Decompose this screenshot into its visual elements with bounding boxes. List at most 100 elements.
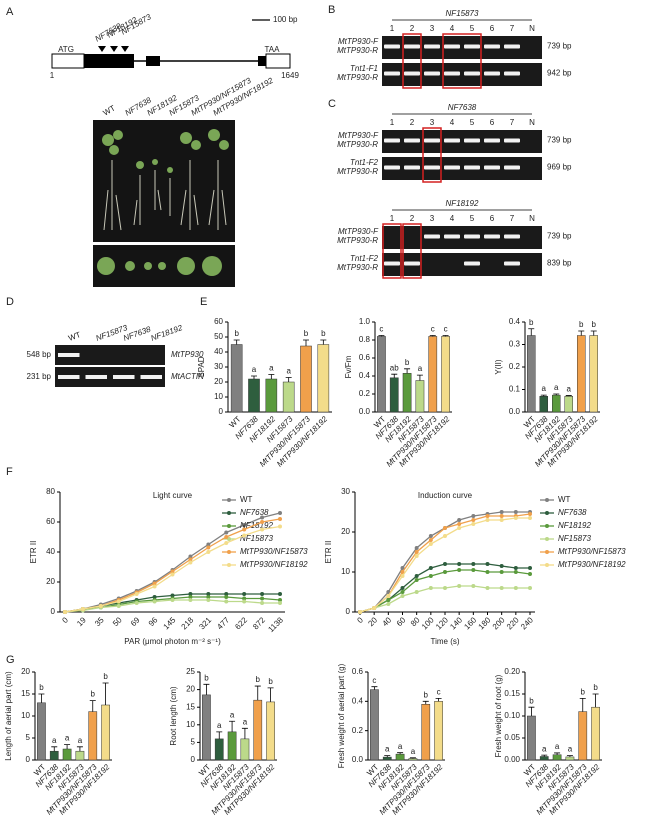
data-point (457, 526, 462, 530)
y-tick-label: 25 (186, 667, 195, 676)
y-tick-label: 15 (21, 689, 30, 698)
significance-letter: b (593, 683, 598, 692)
y-tick-label: 0.6 (352, 667, 364, 676)
lane-label: 1 (390, 118, 395, 127)
gel-image (382, 63, 542, 86)
significance-letter: a (243, 717, 248, 726)
bar (370, 689, 379, 761)
data-point (134, 592, 139, 596)
lane-label: 3 (430, 24, 435, 33)
data-point (260, 520, 265, 524)
error-bar (442, 335, 449, 337)
y-tick-label: 80 (46, 487, 55, 496)
gel-band (484, 44, 500, 49)
data-point (278, 517, 282, 521)
primer-label: MtTP930-R (337, 46, 378, 55)
legend-label: NF15873 (558, 534, 591, 543)
significance-letter: a (411, 747, 416, 756)
data-point (471, 514, 476, 518)
data-point (513, 586, 518, 590)
y-tick-label: 1.0 (359, 317, 371, 326)
significance-letter: a (286, 367, 291, 376)
legend-marker (227, 537, 231, 541)
y-tick-label: 0.15 (504, 689, 520, 698)
significance-letter: a (555, 742, 560, 751)
lane-label: 1 (390, 24, 395, 33)
data-point (170, 572, 175, 577)
y-tick-label: 30 (214, 362, 223, 371)
x-tick-label: 872 (251, 615, 267, 631)
data-point (485, 570, 490, 574)
gel-band (464, 138, 480, 143)
significance-letter: a (78, 736, 83, 745)
data-point (188, 557, 193, 562)
data-point (400, 570, 405, 574)
data-point (485, 514, 490, 518)
y-tick-label: 0.8 (359, 335, 371, 344)
gel-band (140, 375, 162, 379)
lane-label: N (529, 214, 535, 223)
y-tick-label: 60 (214, 317, 223, 326)
data-point (170, 598, 175, 602)
data-point (457, 562, 462, 566)
significance-letter: b (424, 690, 429, 699)
lane-label: 5 (470, 24, 475, 33)
y-tick-label: 0.4 (352, 696, 364, 705)
data-point (513, 566, 518, 570)
gel-band (504, 234, 520, 239)
error-bar (416, 374, 423, 381)
gel-band (444, 71, 460, 76)
coordinate-label: 1 (50, 71, 55, 80)
legend-marker (545, 563, 549, 567)
data-point (414, 554, 419, 558)
bar (282, 381, 295, 413)
error-bar (397, 752, 404, 755)
bar (265, 378, 278, 413)
data-point (513, 510, 518, 514)
legend-marker (545, 537, 549, 541)
bar (253, 699, 263, 761)
data-point (471, 522, 476, 526)
band-size: 969 bp (547, 163, 572, 172)
y-tick-label: 20 (21, 667, 30, 676)
primer-label: MtTP930-F (338, 37, 379, 46)
legend-label: NF18192 (558, 521, 591, 530)
significance-letter: b (39, 683, 44, 692)
data-point (499, 564, 504, 568)
primer-label: Tnt1-F2 (350, 158, 379, 167)
y-tick-label: 0.2 (359, 389, 371, 398)
band-size: 839 bp (547, 259, 572, 268)
gel-band (404, 261, 420, 266)
x-tick-label: 220 (505, 615, 521, 631)
y-tick-label: 0.4 (359, 371, 371, 380)
gel-band (504, 165, 520, 170)
error-bar (409, 757, 416, 759)
lane-label: 4 (450, 24, 455, 33)
highlight-box (402, 33, 422, 89)
legend-label: MtTP930/NF15873 (558, 547, 626, 556)
bar (591, 706, 600, 761)
lane-label: 3 (430, 118, 435, 127)
primer-label: Tnt1-F1 (350, 64, 378, 73)
bar (395, 753, 405, 761)
x-tick-label: 477 (215, 615, 231, 631)
significance-letter: a (568, 745, 573, 754)
data-point (471, 568, 476, 572)
significance-letter: b (234, 329, 239, 338)
data-point (358, 610, 362, 614)
legend-marker (545, 498, 549, 502)
data-point (134, 601, 139, 605)
significance-letter: a (65, 734, 70, 743)
data-point (443, 586, 447, 590)
data-point (206, 550, 211, 554)
y-tick-label: 0.10 (504, 711, 520, 720)
lane-label: 7 (510, 214, 515, 223)
error-bar (404, 368, 411, 374)
legend-label: WT (240, 495, 253, 504)
bar (577, 335, 586, 413)
x-tick-label: 0 (355, 615, 365, 625)
gene-label: MtTP930 (171, 350, 204, 359)
bar (214, 738, 224, 761)
bar (415, 380, 425, 413)
